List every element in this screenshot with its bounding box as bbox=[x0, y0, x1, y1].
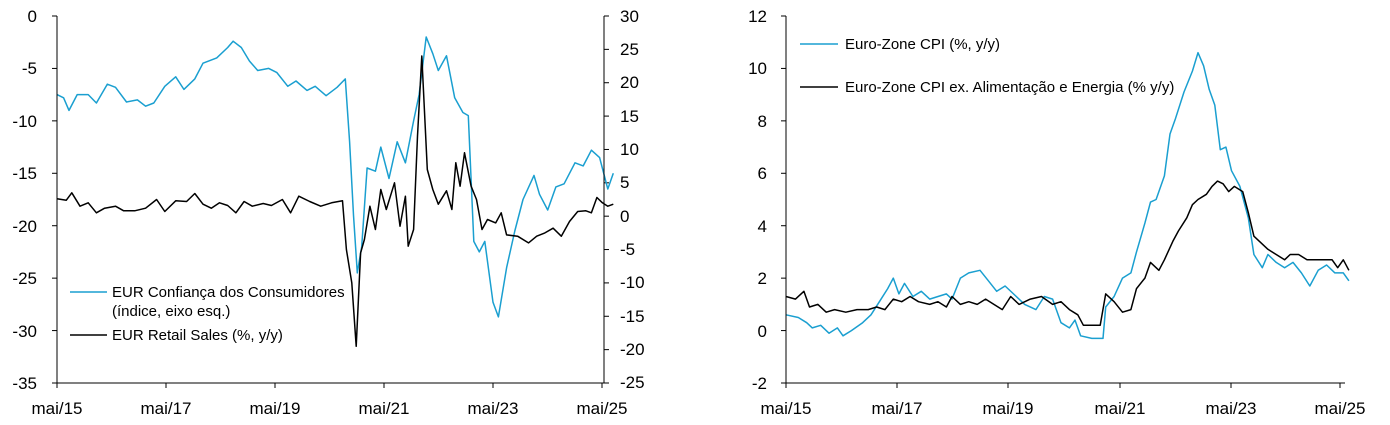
series-line-eur-retail-sales-y-y bbox=[56, 55, 614, 348]
right-y-tick-label: 0 bbox=[620, 207, 629, 226]
legend-label-consumer-confidence: EUR Confiança dos Consumidores bbox=[112, 284, 345, 301]
series-line-eur-confian-a-dos-consumidores bbox=[56, 36, 615, 318]
left-chart-y-right-ticklabels: 30 25 20 15 10 5 0 -5 -10 -15 -20 -25 bbox=[620, 7, 645, 392]
left-y-tick-label: -25 bbox=[12, 269, 37, 288]
chart-right: 12 10 8 6 4 2 0 -2 mai/15 mai/17 mai/19 … bbox=[748, 7, 1365, 418]
cpi-y-tick-label: -2 bbox=[752, 374, 767, 393]
cpi-y-tick-label: 10 bbox=[748, 59, 767, 78]
left-y-tick-label: -5 bbox=[22, 59, 37, 78]
right-y-tick-label: -25 bbox=[620, 373, 645, 392]
series-line-euro-zone-cpi-y-y bbox=[785, 51, 1350, 340]
right-chart-legend: Euro-Zone CPI (%, y/y) Euro-Zone CPI ex.… bbox=[800, 36, 1174, 96]
right-y-tick-label: -15 bbox=[620, 307, 645, 326]
x-tick-label: mai/25 bbox=[1314, 399, 1365, 418]
x-tick-label: mai/21 bbox=[1094, 399, 1145, 418]
right-y-tick-label: 25 bbox=[620, 40, 639, 59]
cpi-y-tick-label: 6 bbox=[758, 164, 767, 183]
right-chart-x-ticklabels: mai/15 mai/17 mai/19 mai/21 mai/23 mai/2… bbox=[760, 399, 1365, 418]
right-y-tick-label: 15 bbox=[620, 107, 639, 126]
legend-label-core-cpi: Euro-Zone CPI ex. Alimentação e Energia … bbox=[845, 79, 1174, 96]
right-y-tick-label: 10 bbox=[620, 140, 639, 159]
x-tick-label: mai/21 bbox=[358, 399, 409, 418]
right-y-tick-label: -5 bbox=[620, 240, 635, 259]
x-tick-label: mai/17 bbox=[140, 399, 191, 418]
left-chart-gridlines bbox=[52, 15, 615, 388]
chart-left: 0 -5 -10 -15 -20 -25 -30 -35 30 25 20 15… bbox=[12, 7, 644, 418]
legend-label-consumer-confidence-note: (índice, eixo esq.) bbox=[112, 303, 230, 320]
x-tick-label: mai/23 bbox=[1205, 399, 1256, 418]
left-y-tick-label: -20 bbox=[12, 217, 37, 236]
right-y-tick-label: 30 bbox=[620, 7, 639, 26]
right-chart-y-ticklabels: 12 10 8 6 4 2 0 -2 bbox=[748, 7, 767, 393]
x-tick-label: mai/19 bbox=[982, 399, 1033, 418]
legend-label-cpi: Euro-Zone CPI (%, y/y) bbox=[845, 36, 1000, 53]
cpi-y-tick-label: 8 bbox=[758, 112, 767, 131]
right-y-tick-label: 5 bbox=[620, 173, 629, 192]
x-tick-label: mai/19 bbox=[249, 399, 300, 418]
series-line-euro-zone-cpi-ex-alimenta-o-e-energia-y-y bbox=[785, 180, 1350, 327]
x-tick-label: mai/15 bbox=[760, 399, 811, 418]
left-chart-y-left-ticklabels: 0 -5 -10 -15 -20 -25 -30 -35 bbox=[12, 7, 37, 393]
cpi-y-tick-label: 2 bbox=[758, 269, 767, 288]
right-y-tick-label: -20 bbox=[620, 340, 645, 359]
x-tick-label: mai/15 bbox=[31, 399, 82, 418]
left-y-tick-label: -15 bbox=[12, 164, 37, 183]
x-tick-label: mai/25 bbox=[576, 399, 627, 418]
x-tick-label: mai/17 bbox=[871, 399, 922, 418]
left-y-tick-label: 0 bbox=[28, 7, 37, 26]
right-y-tick-label: -10 bbox=[620, 273, 645, 292]
right-chart-marks bbox=[781, 15, 1350, 388]
left-y-tick-label: -35 bbox=[12, 374, 37, 393]
x-tick-label: mai/23 bbox=[467, 399, 518, 418]
right-y-tick-label: 20 bbox=[620, 73, 639, 92]
left-chart-legend: EUR Confiança dos Consumidores (índice, … bbox=[70, 284, 345, 344]
legend-label-retail-sales: EUR Retail Sales (%, y/y) bbox=[112, 327, 283, 344]
left-y-tick-label: -10 bbox=[12, 112, 37, 131]
cpi-y-tick-label: 0 bbox=[758, 322, 767, 341]
left-chart-x-ticklabels: mai/15 mai/17 mai/19 mai/21 mai/23 mai/2… bbox=[31, 399, 627, 418]
cpi-y-tick-label: 12 bbox=[748, 7, 767, 26]
left-y-tick-label: -30 bbox=[12, 322, 37, 341]
cpi-y-tick-label: 4 bbox=[758, 217, 767, 236]
